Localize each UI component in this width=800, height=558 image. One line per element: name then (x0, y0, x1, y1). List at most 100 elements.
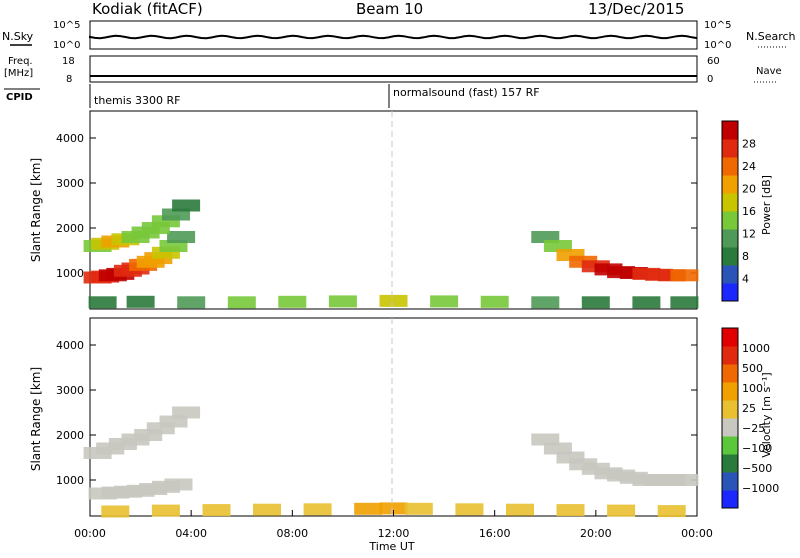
nsky-panel: N.Sky 10^5 10^0 10^5 10^0 N.Search (2, 20, 796, 51)
data-cell (581, 296, 610, 309)
y-tick-label: 1000 (56, 267, 84, 280)
colorbar-tick-label: 12 (742, 228, 756, 241)
colorbar-swatch (722, 472, 738, 491)
nsky-tick-left-bottom: 10^0 (53, 40, 80, 51)
colorbar-tick-label: 25 (742, 402, 756, 415)
power-frame (89, 110, 698, 310)
x-tick-label: 00:00 (681, 527, 713, 540)
colorbar-swatch (722, 157, 738, 176)
data-cell (202, 504, 231, 517)
colorbar-swatch (722, 283, 738, 302)
colorbar-frame (721, 120, 739, 302)
power-ylabel: Slant Range [km] (29, 158, 43, 262)
data-cell (607, 504, 636, 517)
nsky-trace-line (89, 34, 698, 40)
x-tick-label: 08:00 (276, 527, 308, 540)
colorbar-swatch (722, 175, 738, 194)
colorbar-swatch (722, 382, 738, 401)
colorbar-tick-label: 4 (742, 273, 749, 286)
y-tick-label: 2000 (56, 429, 84, 442)
nsky-tick-right-bottom: 10^0 (704, 40, 731, 51)
x-tick-label: 04:00 (175, 527, 207, 540)
power-cells (83, 199, 699, 309)
velocity-colorbar-label: Velocity [m s⁻¹] (760, 372, 773, 457)
colorbar-swatch (722, 454, 738, 473)
data-cell (278, 295, 307, 308)
data-cell (172, 199, 201, 212)
data-cell (632, 296, 661, 309)
nsky-trace (89, 34, 698, 40)
data-cell (253, 503, 281, 516)
data-cell (404, 502, 433, 515)
data-cell (670, 296, 699, 309)
colorbar-swatch (722, 436, 738, 455)
colorbar-swatch (722, 364, 738, 383)
colorbar-tick-label: −500 (742, 462, 772, 475)
freq-frame (89, 55, 698, 83)
freq-label-line1: Freq. (8, 56, 33, 67)
colorbar-swatch (722, 229, 738, 248)
x-tick-label: 16:00 (479, 527, 511, 540)
colorbar-swatch (722, 121, 738, 140)
data-cell (531, 296, 560, 309)
x-axis-ticks: 00:00 04:00 08:00 12:00 16:00 20:00 00:00 (74, 510, 713, 540)
colorbar-swatch (722, 328, 738, 347)
colorbar-swatch (722, 247, 738, 266)
colorbar-tick-label: 16 (742, 205, 756, 218)
freq-tick-right-top: 60 (707, 56, 720, 67)
colorbar-tick-label: 500 (742, 362, 763, 375)
beam-title: Beam 10 (356, 0, 423, 18)
data-cell (101, 505, 130, 518)
nsky-label: N.Sky (2, 30, 34, 43)
data-cell (455, 503, 484, 516)
x-tick-label: 20:00 (580, 527, 612, 540)
power-ticks: 1000 2000 3000 4000 (56, 132, 697, 280)
nsearch-label: N.Search (746, 30, 796, 43)
cpid-segment-themis: themis 3300 RF (94, 94, 181, 107)
colorbar-swatch (722, 139, 738, 158)
date-title: 13/Dec/2015 (588, 0, 684, 18)
data-cell (506, 503, 534, 516)
freq-tick-left-bottom: 8 (66, 74, 72, 85)
cpid-segment-normalsound: normalsound (fast) 157 RF (393, 86, 540, 99)
colorbar-tick-label: 24 (742, 160, 756, 173)
freq-tick-right-bottom: 0 (707, 74, 713, 85)
colorbar-tick-label: 100 (742, 382, 763, 395)
colorbar-frame (721, 327, 739, 509)
nsky-tick-left-top: 10^5 (53, 20, 80, 31)
cpid-panel: CPID themis 3300 RF normalsound (fast) 1… (4, 84, 540, 108)
power-colorbar-label: Power [dB] (760, 175, 773, 235)
nsky-frame (89, 20, 698, 50)
data-cell (657, 505, 686, 518)
data-cell (303, 503, 332, 516)
power-colorbar: 4 8 12 16 20 24 28 (721, 120, 756, 302)
power-panel: Slant Range [km] 1000 2000 3000 4000 4 8 12 16… (29, 110, 773, 310)
station-title: Kodiak (fitACF) (92, 0, 203, 18)
data-cell (172, 406, 201, 419)
data-cell (88, 296, 117, 309)
colorbar-swatch (722, 400, 738, 419)
x-axis-label: Time UT (368, 540, 414, 553)
data-cell (670, 474, 699, 486)
data-cell (167, 231, 196, 243)
freq-label-line2: [MHz] (4, 68, 33, 79)
velocity-colorbar: 1000 500 100 25 −25 −100 −500 −1000 (721, 327, 779, 509)
data-cell (670, 269, 699, 282)
y-tick-label: 4000 (56, 132, 84, 145)
y-tick-label: 3000 (56, 177, 84, 190)
cpid-label: CPID (6, 92, 33, 103)
velocity-ylabel: Slant Range [km] (29, 367, 43, 471)
freq-tick-left-top: 18 (62, 56, 75, 67)
colorbar-tick-label: −100 (742, 442, 772, 455)
data-cell (379, 294, 408, 307)
colorbar-swatch (722, 490, 738, 509)
x-tick-label: 12:00 (378, 527, 410, 540)
colorbar-swatch (722, 265, 738, 284)
data-cell (227, 296, 256, 309)
data-cell (430, 295, 459, 308)
colorbar-tick-label: 28 (742, 138, 756, 151)
y-tick-label: 2000 (56, 222, 84, 235)
data-cell (151, 246, 180, 259)
colorbar-swatch (722, 346, 738, 365)
